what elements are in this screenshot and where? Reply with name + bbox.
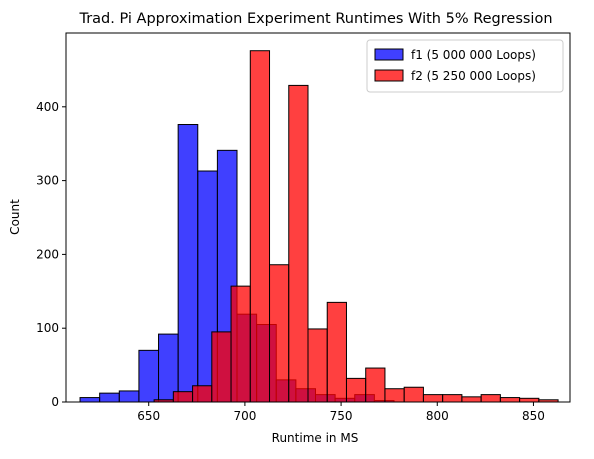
axes-layer [65,32,571,403]
y-tick-label: 0 [51,395,59,409]
histogram-bar [461,396,482,403]
legend-label: f1 (5 000 000 Loops) [411,48,536,62]
histogram-bar [211,331,232,403]
legend-box [366,39,564,93]
histogram-bar [192,385,213,403]
histogram-bar [118,390,140,403]
histogram-bar [288,84,309,403]
histogram-bar [442,394,463,403]
series-2-bars [153,50,559,403]
x-tick-label: 750 [330,409,353,423]
histogram-bar [422,394,444,403]
x-axis-label: Runtime in MS [272,431,359,445]
x-tick-label: 700 [233,409,256,423]
histogram-bar [365,367,386,403]
histogram-bar [99,392,120,403]
legend: f1 (5 000 000 Loops) f2 (5 250 000 Loops) [366,39,564,93]
y-tick-label: 300 [36,174,59,188]
bars-layer [79,50,559,403]
histogram-bar [345,377,367,403]
legend-swatch [374,69,404,82]
plot-frame [65,32,571,403]
y-tick-label: 200 [36,247,59,261]
histogram-bar [403,386,424,403]
histogram-bar [307,328,328,403]
y-axis-label: Count [8,199,22,235]
y-tick-label: 100 [36,321,59,335]
histogram-bar [269,264,290,403]
y-tick-label: 400 [36,100,59,114]
legend-label: f2 (5 250 000 Loops) [411,69,536,83]
x-tick-label: 850 [522,409,545,423]
chart-title: Trad. Pi Approximation Experiment Runtim… [78,11,552,27]
histogram-bar [138,349,160,403]
histogram-bar [326,301,347,403]
histogram-bar [519,397,540,403]
ticks-layer: 650 700 750 800 850 0 100 200 300 400 [36,100,545,423]
histogram-bar [480,394,501,403]
histogram-bar [230,285,251,403]
legend-swatch [374,48,404,61]
histogram-bar [499,397,521,403]
x-tick-label: 800 [426,409,449,423]
histogram-bar [384,388,405,403]
x-tick-label: 650 [137,409,160,423]
histogram-bar [79,397,101,403]
histogram-bar [249,50,271,403]
histogram-bar [172,391,194,403]
histogram-bar [177,124,199,403]
